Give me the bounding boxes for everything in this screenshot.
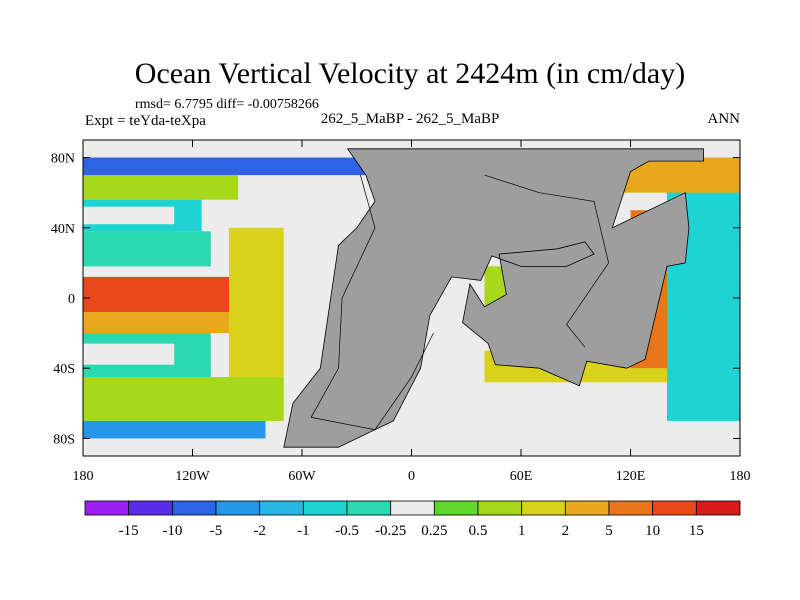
velocity-region-southern-ocean-rim (83, 420, 266, 439)
velocity-region-arctic-north (83, 157, 403, 176)
colorbar: -15 -10 -5 -2 -1 -0.5 -0.25 0.25 0.5 1 2 5 10 15 (84, 500, 741, 539)
colorbar-label: 2 (562, 523, 570, 539)
colorbar-label: -5 (210, 523, 223, 539)
y-tick-label: 0 (68, 292, 75, 307)
colorbar-swatch (652, 500, 697, 516)
colorbar-label: 0.5 (469, 523, 488, 539)
x-tick-label: 180 (73, 469, 94, 484)
colorbar-label: -10 (162, 523, 182, 539)
velocity-region-east-pacific-margin (229, 227, 284, 377)
x-tick-label: 60W (288, 469, 316, 484)
stats-label: rmsd= 6.7795 diff= -0.00758266 (135, 97, 319, 112)
y-tick-label: 40S (53, 362, 75, 377)
colorbar-label: -0.25 (375, 523, 406, 539)
colorbar-swatch (608, 500, 654, 516)
x-tick-label: 180 (730, 469, 751, 484)
colorbar-swatch (477, 500, 523, 516)
colorbar-swatch (259, 500, 304, 516)
velocity-region-pacific-equatorial (83, 276, 257, 313)
colorbar-swatch (433, 500, 479, 516)
y-tick-label: 80S (53, 432, 75, 447)
season-label: ANN (708, 111, 741, 127)
colorbar-swatch (390, 500, 435, 516)
y-tick-label: 80N (51, 152, 75, 167)
velocity-region-southern-ocean-band (83, 377, 284, 421)
colorbar-swatch (564, 500, 610, 516)
colorbar-swatch (128, 500, 173, 516)
colorbar-label: 1 (518, 523, 526, 539)
colorbar-label: 0.25 (421, 523, 447, 539)
velocity-region-pacific-subtropic-north (83, 231, 211, 267)
coastline-contour (310, 175, 434, 431)
colorbar-label: -2 (253, 523, 266, 539)
coastline-contour (484, 174, 609, 348)
colorbar-swatch (695, 500, 741, 516)
velocity-region-pacific-clear-south (83, 343, 175, 365)
supercontinent (283, 148, 704, 448)
colorbar-swatch (521, 500, 566, 516)
velocity-region-pacific-clear-north (83, 206, 175, 225)
velocity-region-pacific-eq-south (83, 312, 248, 334)
x-axis: 180 120W 60W 0 60E 120E 180 (73, 140, 751, 484)
colorbar-label: -1 (297, 523, 310, 539)
land-mass (283, 148, 704, 448)
x-tick-label: 120E (616, 469, 646, 484)
center-label: 262_5_MaBP - 262_5_MaBP (321, 111, 500, 127)
colorbar-swatch (171, 500, 217, 516)
chart-title: Ocean Vertical Velocity at 2424m (in cm/… (135, 57, 685, 90)
y-axis: 80N 40N 0 40S 80S (51, 152, 740, 447)
colorbar-label: 10 (645, 523, 660, 539)
colorbar-swatch (346, 500, 392, 516)
colorbar-label: -15 (119, 523, 139, 539)
velocity-region-pacific-north-band (83, 175, 239, 200)
colorbar-swatch (84, 500, 130, 516)
experiment-label: Expt = teYda-teXpa (85, 113, 206, 129)
x-tick-label: 60E (510, 469, 533, 484)
x-tick-label: 120W (175, 469, 210, 484)
y-tick-label: 40N (51, 222, 75, 237)
colorbar-label: -0.5 (335, 523, 359, 539)
colorbar-swatch (215, 500, 261, 516)
colorbar-swatch (302, 500, 348, 516)
x-tick-label: 0 (408, 469, 415, 484)
colorbar-label: 15 (689, 523, 704, 539)
colorbar-label: 5 (605, 523, 613, 539)
